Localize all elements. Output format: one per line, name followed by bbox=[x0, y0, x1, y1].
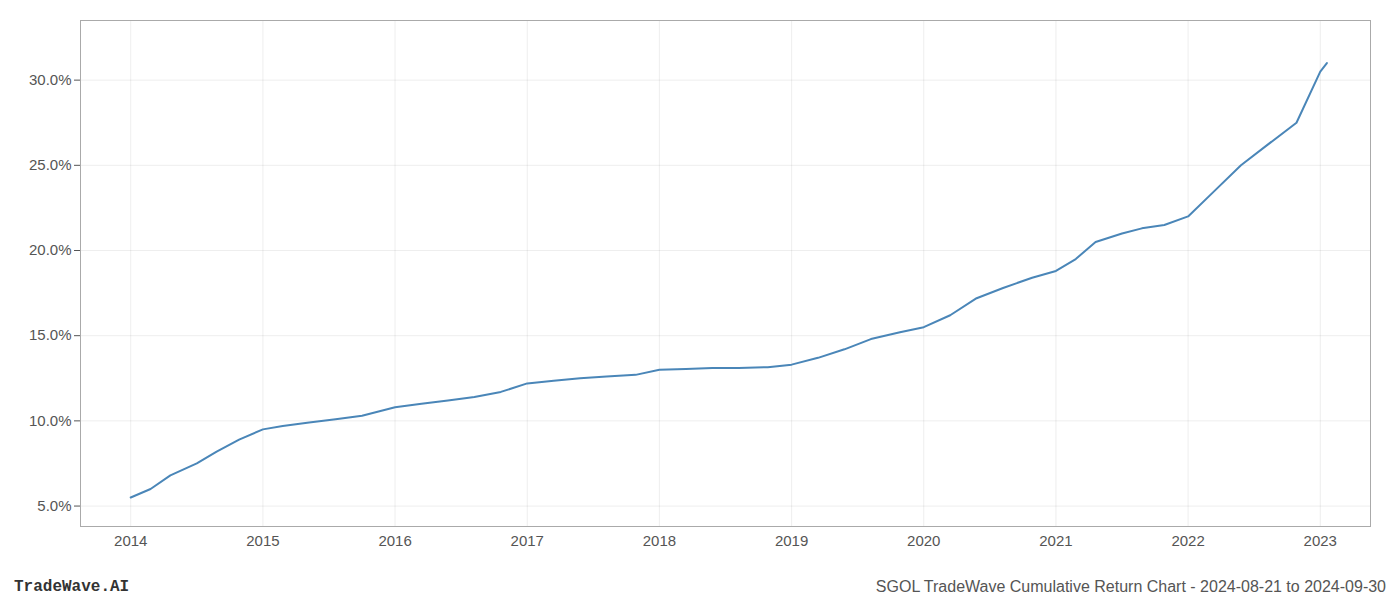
svg-text:25.0%: 25.0% bbox=[29, 156, 72, 173]
svg-text:15.0%: 15.0% bbox=[29, 326, 72, 343]
svg-text:2022: 2022 bbox=[1171, 532, 1204, 549]
svg-text:20.0%: 20.0% bbox=[29, 241, 72, 258]
svg-text:2017: 2017 bbox=[511, 532, 544, 549]
svg-text:2019: 2019 bbox=[775, 532, 808, 549]
svg-text:2016: 2016 bbox=[378, 532, 411, 549]
svg-text:2020: 2020 bbox=[907, 532, 940, 549]
svg-text:5.0%: 5.0% bbox=[37, 497, 71, 514]
svg-text:30.0%: 30.0% bbox=[29, 71, 72, 88]
svg-text:2014: 2014 bbox=[114, 532, 147, 549]
html-text:SGOL TradeWave Cumulative Retu: SGOL TradeWave Cumulative Return Chart -… bbox=[875, 578, 1386, 595]
svg-text:2018: 2018 bbox=[643, 532, 676, 549]
html-text:TradeWave.AI: TradeWave.AI bbox=[14, 578, 130, 596]
svg-text:2015: 2015 bbox=[246, 532, 279, 549]
svg-text:2023: 2023 bbox=[1304, 532, 1337, 549]
svg-text:2021: 2021 bbox=[1039, 532, 1072, 549]
svg-text:10.0%: 10.0% bbox=[29, 412, 72, 429]
